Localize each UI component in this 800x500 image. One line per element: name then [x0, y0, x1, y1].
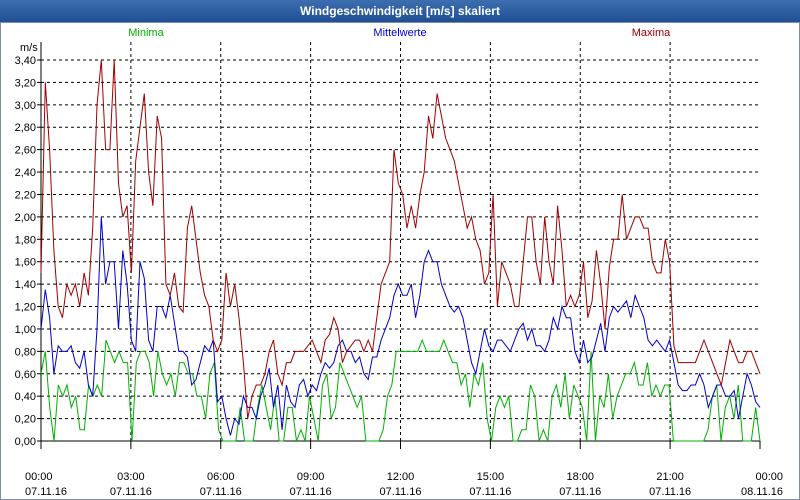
series-line-mittelwerte [40, 216, 761, 436]
x-tick-date: 07.11.16 [110, 486, 152, 498]
x-tick-date: 07.11.16 [469, 486, 511, 498]
y-tick-label: 0,00 [15, 436, 36, 448]
y-tick-label: 0,80 [15, 346, 36, 358]
x-tick-date: 07.11.16 [559, 486, 601, 498]
x-tick-time: 06:00 [207, 471, 235, 483]
y-tick-label: 1,40 [15, 279, 36, 291]
x-tick-date: 08.11.16 [741, 486, 783, 498]
y-tick-label: 2,80 [15, 122, 36, 134]
x-tick-time: 03:00 [117, 471, 145, 483]
x-tick-time: 09:00 [297, 471, 325, 483]
x-tick-time: 15:00 [477, 471, 505, 483]
y-tick-label: 1,20 [15, 302, 36, 314]
x-tick-date: 07.11.16 [200, 486, 242, 498]
y-tick-label: 3,00 [15, 100, 36, 112]
legend-mittelwerte: Mittelwerte [373, 27, 426, 39]
x-tick-time: 00:00 [755, 471, 783, 483]
y-tick-label: 0,40 [15, 391, 36, 403]
x-tick-date: 07.11.16 [649, 486, 691, 498]
x-tick-date: 07.11.16 [25, 486, 67, 498]
x-tick-date: 07.11.16 [379, 486, 421, 498]
y-unit-label: m/s [20, 42, 38, 54]
x-tick-time: 18:00 [566, 471, 594, 483]
y-tick-label: 3,20 [15, 77, 36, 89]
y-tick-label: 2,20 [15, 189, 36, 201]
y-tick-label: 2,60 [15, 145, 36, 157]
x-tick-time: 00:00 [25, 471, 53, 483]
y-tick-label: 3,40 [15, 55, 36, 67]
legend-minima: Minima [128, 27, 164, 39]
x-tick-time: 21:00 [656, 471, 684, 483]
y-tick-label: 1,80 [15, 234, 36, 246]
window-title: Windgeschwindigkeit [m/s] skaliert [0, 0, 800, 22]
series-line-minima [40, 338, 761, 442]
y-tick-label: 2,40 [15, 167, 36, 179]
y-tick-label: 2,00 [15, 212, 36, 224]
y-tick-label: 1,00 [15, 324, 36, 336]
y-tick-label: 1,60 [15, 257, 36, 269]
y-tick-label: 0,60 [15, 369, 36, 381]
y-tick-label: 0,20 [15, 414, 36, 426]
series-line-maxima [40, 59, 761, 419]
x-tick-date: 07.11.16 [290, 486, 332, 498]
x-tick-time: 12:00 [387, 471, 415, 483]
legend-maxima: Maxima [632, 27, 671, 39]
